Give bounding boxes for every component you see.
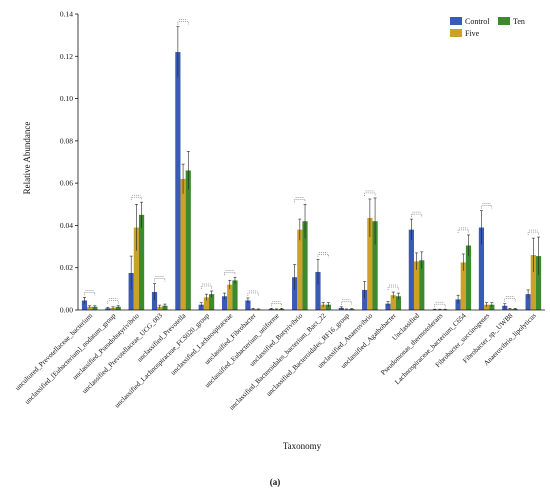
bar-ten bbox=[162, 305, 168, 310]
significance-bracket bbox=[527, 231, 539, 236]
legend-swatch-control bbox=[450, 17, 462, 25]
bar-ten bbox=[372, 221, 378, 310]
bar-control bbox=[128, 273, 134, 310]
bar-ten bbox=[209, 294, 215, 310]
y-tick-label: 0.12 bbox=[60, 52, 73, 61]
bar-control bbox=[525, 294, 531, 310]
significance-bracket bbox=[411, 213, 423, 218]
legend-label-ten: Ten bbox=[513, 17, 525, 26]
bar-five bbox=[320, 304, 326, 310]
bar-ten bbox=[325, 304, 331, 310]
significance-bracket bbox=[387, 286, 399, 291]
legend-swatch-ten bbox=[498, 17, 510, 25]
bar-control bbox=[81, 300, 88, 310]
bar-control bbox=[221, 296, 228, 310]
bar-ten bbox=[465, 245, 472, 310]
significance-bracket bbox=[481, 205, 493, 209]
y-tick-label: 0.06 bbox=[60, 179, 73, 188]
bar-ten bbox=[138, 214, 145, 310]
bar-five bbox=[413, 261, 420, 310]
significance-bracket bbox=[154, 278, 166, 282]
significance-bracket bbox=[271, 303, 282, 307]
y-tick-label: 0.04 bbox=[60, 221, 73, 230]
significance-bracket bbox=[84, 292, 96, 296]
bar-five bbox=[227, 284, 233, 310]
y-tick-label: 0.10 bbox=[60, 94, 73, 103]
bar-ten bbox=[115, 306, 121, 310]
bar-ten bbox=[535, 256, 542, 310]
bar-five bbox=[390, 295, 396, 310]
bar-ten bbox=[302, 221, 308, 310]
significance-bracket bbox=[364, 192, 376, 196]
y-tick-label: 0.14 bbox=[60, 10, 73, 19]
significance-bracket bbox=[200, 285, 212, 289]
legend-label-control: Control bbox=[465, 17, 490, 26]
bar-ten bbox=[92, 306, 98, 310]
significance-bracket bbox=[434, 303, 446, 308]
bar-control bbox=[478, 227, 485, 310]
y-tick-label: 0.02 bbox=[60, 263, 73, 272]
bar-ten bbox=[232, 280, 238, 310]
significance-bracket bbox=[107, 300, 119, 304]
significance-bracket bbox=[504, 298, 516, 302]
axes-group: 0.000.020.040.060.080.100.120.14uncultur… bbox=[14, 10, 545, 412]
bar-control bbox=[408, 229, 414, 310]
bar-control bbox=[198, 304, 204, 310]
significance-bracket bbox=[341, 301, 352, 305]
bar-control bbox=[292, 277, 298, 310]
bar-ten bbox=[185, 170, 191, 310]
y-tick-label: 0.00 bbox=[60, 306, 73, 315]
bar-five bbox=[484, 304, 490, 310]
legend-swatch-five bbox=[450, 29, 462, 37]
significance-bracket bbox=[224, 271, 236, 276]
x-tick-label: unclassified_[Eubacterium]_nodatum_group bbox=[23, 311, 118, 406]
bar-five bbox=[180, 178, 186, 310]
bar-ten bbox=[419, 260, 425, 310]
bar-five bbox=[87, 306, 93, 310]
bar-ten bbox=[395, 296, 402, 310]
bar-control bbox=[175, 52, 181, 311]
bar-control bbox=[245, 300, 251, 310]
bar-ten bbox=[489, 304, 495, 310]
y-axis-title: Relative Abundance bbox=[22, 122, 32, 195]
x-axis-title: Taxonomy bbox=[283, 441, 322, 451]
significance-bracket bbox=[317, 254, 329, 258]
bar-control bbox=[362, 289, 368, 310]
bar-five bbox=[297, 229, 303, 310]
bar-five bbox=[367, 218, 373, 310]
legend: Control Five Ten bbox=[450, 17, 525, 38]
bar-ten bbox=[349, 308, 355, 310]
y-tick-label: 0.08 bbox=[60, 136, 73, 145]
significance-bracket bbox=[294, 199, 306, 203]
significance-bracket bbox=[457, 229, 469, 233]
significance-bracket bbox=[247, 292, 259, 296]
bar-five bbox=[203, 297, 210, 310]
bar-five bbox=[133, 227, 139, 310]
bar-five bbox=[460, 262, 466, 310]
bars-group bbox=[81, 19, 542, 311]
significance-bracket bbox=[177, 21, 189, 25]
significance-bracket bbox=[130, 196, 142, 201]
bar-control bbox=[385, 303, 391, 310]
figure-caption: (a) bbox=[270, 477, 281, 487]
bar-control bbox=[455, 299, 461, 310]
bar-control bbox=[315, 271, 321, 310]
legend-label-five: Five bbox=[465, 29, 480, 38]
bar-control bbox=[151, 292, 158, 310]
bar-five bbox=[530, 255, 536, 310]
